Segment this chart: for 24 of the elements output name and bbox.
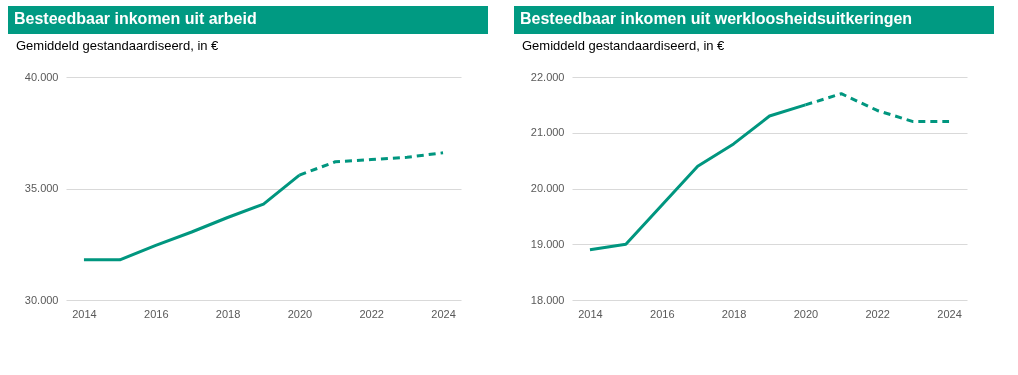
- x-tick-label: 2018: [215, 307, 241, 320]
- y-tick-label: 40.000: [24, 70, 59, 83]
- x-tick-label: 2016: [144, 307, 169, 320]
- x-tick-label: 2014: [578, 307, 603, 320]
- chart-subtitle: Gemiddeld gestandaardiseerd, in €: [522, 38, 726, 53]
- y-tick-label: 30.000: [24, 293, 59, 306]
- x-tick-label: 2024: [431, 307, 456, 320]
- chart-subtitle: Gemiddeld gestandaardiseerd, in €: [16, 38, 220, 53]
- x-tick-label: 2022: [359, 307, 384, 320]
- y-tick-label: 18.000: [530, 293, 565, 306]
- x-tick-label: 2024: [937, 307, 962, 320]
- y-tick-label: 20.000: [530, 182, 565, 194]
- x-tick-label: 2020: [287, 307, 313, 320]
- y-tick-label: 35.000: [24, 182, 59, 194]
- chart-title: Besteedbaar inkomen uit werkloosheidsuitkeringen: [514, 6, 994, 34]
- y-tick-label: 19.000: [530, 237, 565, 250]
- x-tick-label: 2020: [793, 307, 819, 320]
- x-tick-label: 2022: [865, 307, 890, 320]
- x-tick-label: 2016: [650, 307, 675, 320]
- y-tick-label: 21.000: [530, 126, 565, 139]
- x-tick-label: 2014: [72, 307, 97, 320]
- x-tick-label: 2018: [721, 307, 747, 320]
- y-tick-label: 22.000: [530, 70, 565, 83]
- chart-title: Besteedbaar inkomen uit arbeid: [8, 6, 488, 34]
